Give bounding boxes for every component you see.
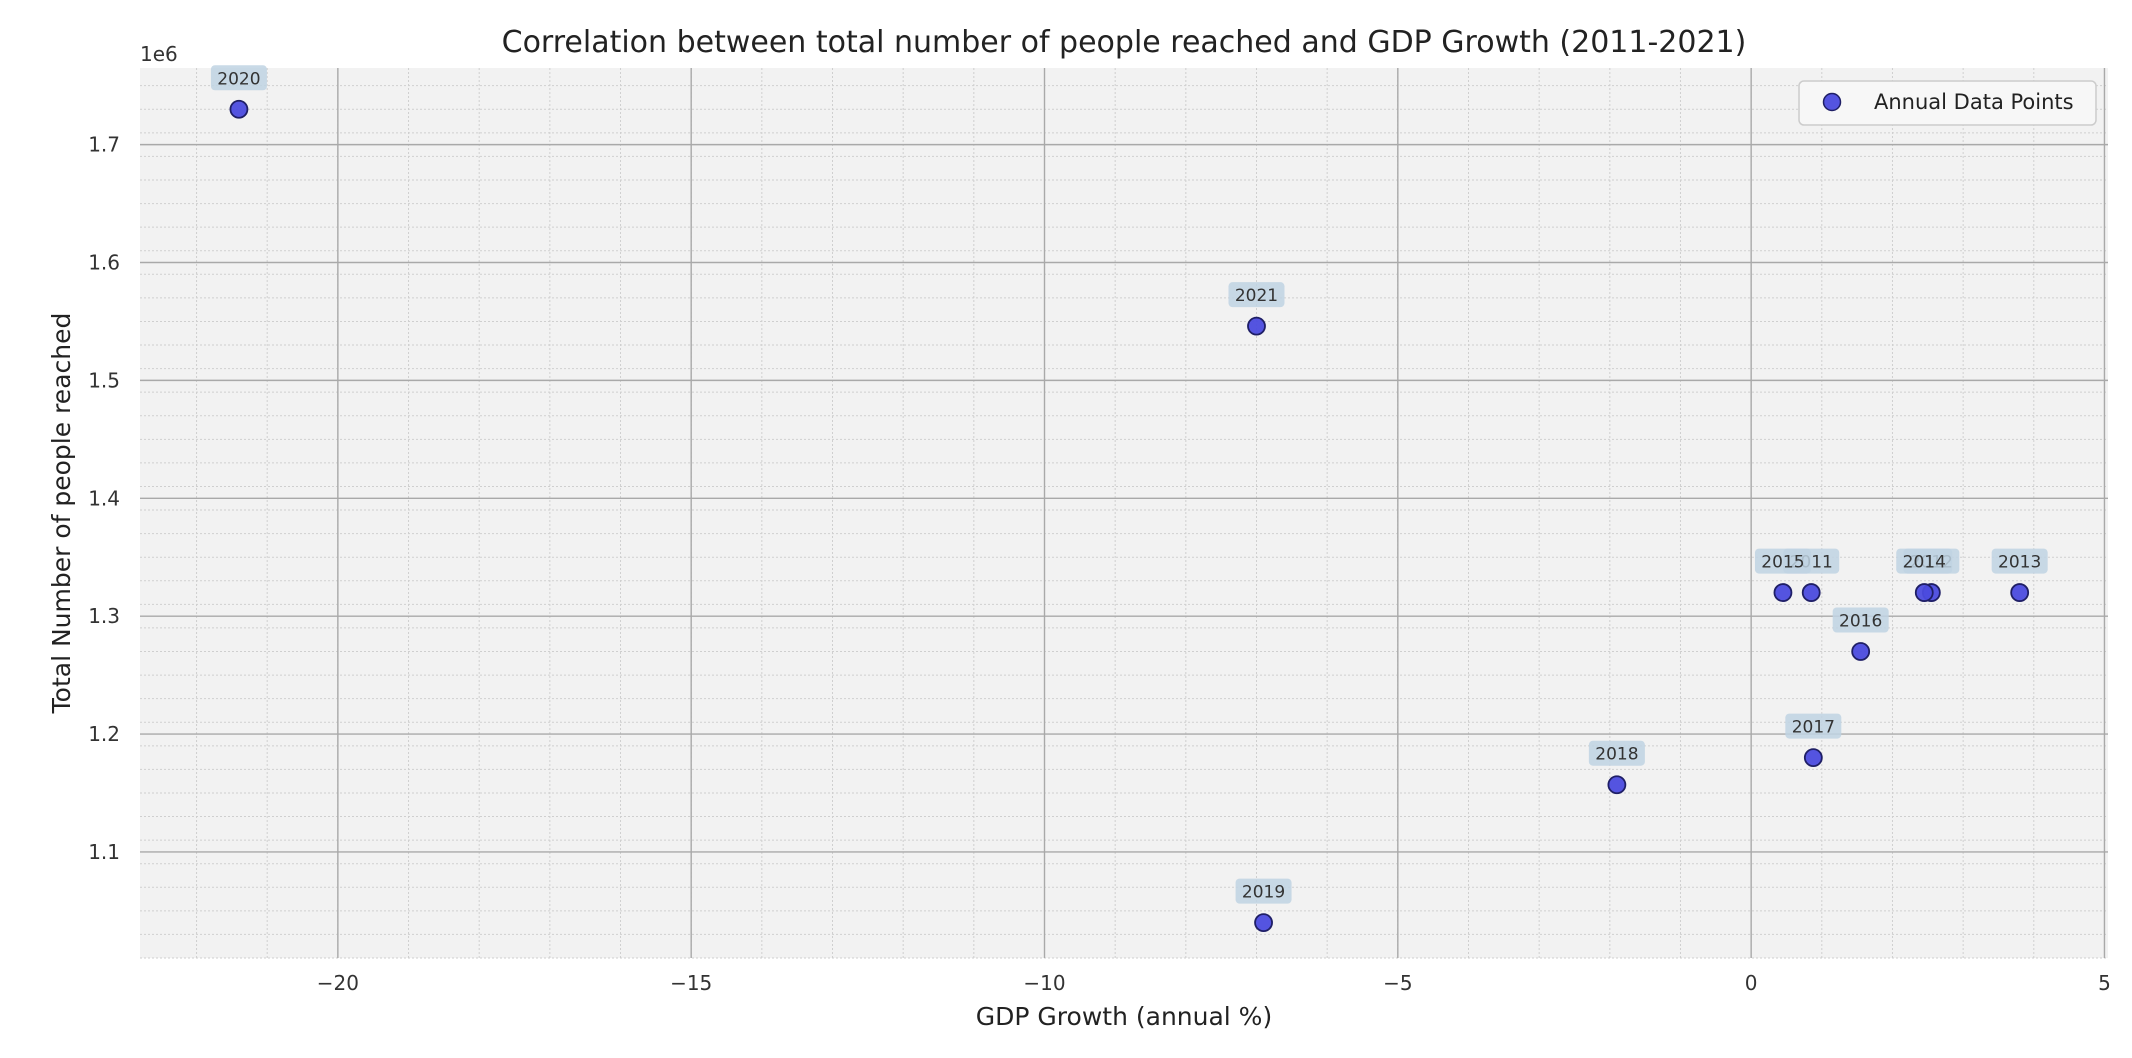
x-tick-label: −20 [317,971,359,995]
data-points: 2011201220132014201520162017201820192020… [210,65,2048,933]
point-annotation-label: 2018 [1595,745,1638,765]
annotation-box [1896,548,1953,574]
major-grid [140,68,2108,958]
y-tick-label: 1.1 [88,840,120,864]
point-annotation-label: 2017 [1792,718,1835,738]
y-tick-labels: 1.1 1.2 1.3 1.4 1.5 1.6 1.7 [88,133,120,864]
point-annotation-label: 2016 [1839,612,1882,632]
data-point [1773,583,1793,602]
annotation-box [1785,713,1842,739]
point-annotation-label: 2021 [1235,286,1278,306]
chart-title: Correlation between total number of peop… [502,25,1747,60]
annotation-box [1754,548,1811,574]
y-tick-label: 1.2 [88,722,120,746]
x-tick-label: −5 [1383,971,1412,995]
data-point [1803,748,1823,768]
x-tick-labels: −20 −15 −10 −5 0 5 [317,971,2111,995]
y-axis-label: Total Number of people reached [47,313,76,715]
annotation-box [1588,740,1645,766]
y-offset-label: 1e6 [140,42,178,66]
data-point [1607,775,1627,795]
data-point [1851,642,1871,661]
data-point [1254,913,1273,933]
legend: Annual Data Points [1798,80,2097,126]
y-tick-label: 1.5 [88,368,120,392]
y-tick-label: 1.4 [88,486,120,510]
data-point [1801,583,1821,602]
point-annotation-label: 2020 [217,69,260,89]
y-tick-label: 1.7 [88,133,120,157]
data-point [1914,583,1934,602]
data-point [2010,583,2030,602]
y-tick-label: 1.3 [88,604,120,628]
x-tick-label: −10 [1023,971,1065,995]
legend-marker [1822,92,1842,112]
annotation-box [1228,282,1285,308]
x-tick-label: 5 [2098,971,2111,995]
x-tick-label: 0 [1745,971,1758,995]
point-annotation-label: 2019 [1242,883,1285,903]
x-axis-label: GDP Growth (annual %) [976,1002,1272,1031]
x-tick-label: −15 [670,971,712,995]
y-tick-label: 1.6 [88,251,120,275]
annotation-box [1235,878,1292,904]
plot-area [140,68,2108,958]
point-annotation-label: 2014 [1903,553,1946,573]
legend-label: Annual Data Points [1874,90,2074,114]
point-annotation-label: 2015 [1761,553,1804,573]
data-point [229,99,249,119]
point-annotation-label: 2013 [1998,553,2041,573]
annotation-box [1832,607,1889,633]
annotation-box [1991,548,2048,574]
data-point [1247,316,1266,336]
annotation-box [210,65,267,91]
legend-box [1798,80,2097,126]
